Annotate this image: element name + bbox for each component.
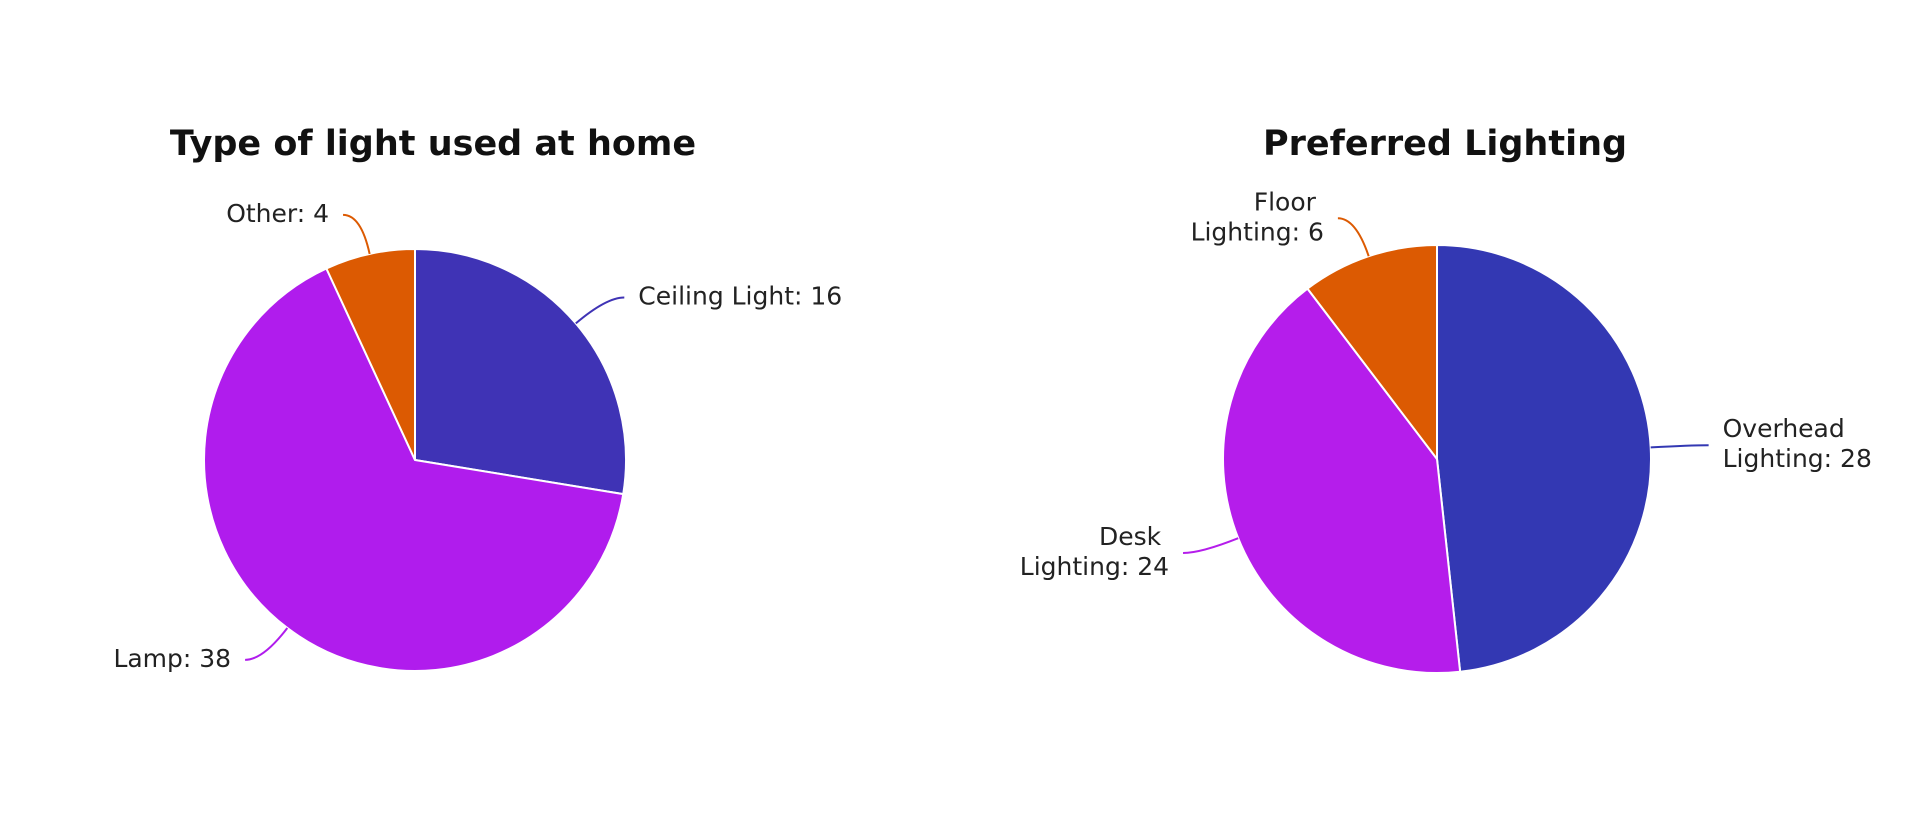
- pie-slice: [414, 247, 627, 496]
- leader-line: [245, 627, 289, 661]
- data-label: Overhead Lighting: 28: [1723, 414, 1872, 473]
- data-label: Floor Lighting: 6: [1191, 187, 1324, 246]
- leader-line: [342, 213, 371, 255]
- pie-slice: [1436, 243, 1653, 673]
- chart-title: Preferred Lighting: [1263, 124, 1627, 164]
- leader-line: [1337, 217, 1370, 257]
- leader-line: [575, 296, 625, 325]
- data-label: Ceiling Light: 16: [638, 282, 842, 311]
- chart-title: Type of light used at home: [170, 124, 696, 164]
- pie-slice: [325, 247, 416, 461]
- data-label: Lamp: 38: [113, 644, 231, 673]
- pie-chart: Preferred Lighting Overhead Lighting: 28 D…: [1020, 124, 1872, 674]
- leader-line: [1650, 444, 1709, 449]
- data-label: Desk Lighting: 24: [1020, 522, 1169, 581]
- data-label: Other: 4: [226, 199, 329, 228]
- pie-chart: Type of light used at home Ceiling Light:…: [113, 124, 842, 673]
- leader-line: [1183, 537, 1239, 555]
